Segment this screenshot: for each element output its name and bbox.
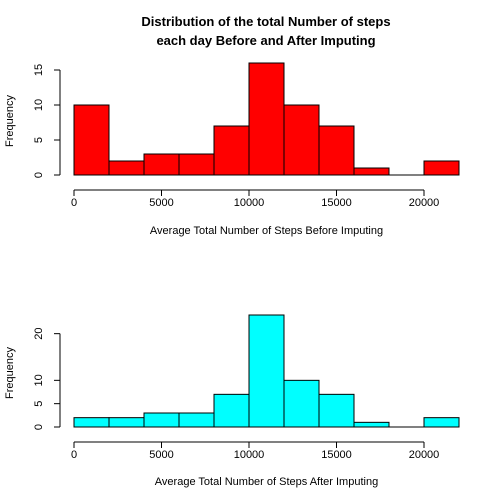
histogram-bar — [249, 315, 284, 427]
histogram-bar — [284, 105, 319, 175]
histogram-bar — [424, 161, 459, 175]
histogram-bar — [109, 161, 144, 175]
histogram-bar — [354, 168, 389, 175]
histogram-before-imputing: 0 5000 10000 15000 20000 0 5 10 15 Average Total … — [4, 63, 459, 237]
histogram-bar — [214, 394, 249, 427]
x-tick-label: 10000 — [234, 449, 265, 461]
x-axis-label: Average Total Number of Steps Before Imp… — [150, 225, 383, 237]
y-tick-label: 10 — [33, 99, 45, 111]
y-tick-label: 5 — [33, 401, 45, 407]
x-tick-label: 20000 — [409, 197, 440, 209]
x-tick-label: 15000 — [321, 197, 352, 209]
y-axis-label: Frequency — [4, 95, 16, 147]
histogram-bar — [354, 422, 389, 427]
x-tick-label: 15000 — [321, 449, 352, 461]
histogram-bar — [319, 126, 354, 175]
chart-title-line-2: each day Before and After Imputing — [156, 33, 375, 48]
histogram-bar — [74, 418, 109, 427]
x-tick-label: 5000 — [149, 197, 173, 209]
histogram-bar — [424, 418, 459, 427]
histogram-bar — [319, 394, 354, 427]
x-tick-label: 5000 — [149, 449, 173, 461]
histogram-after-imputing: 0 5000 10000 15000 20000 0 5 10 20 Average Total … — [4, 315, 459, 488]
y-axis-label: Frequency — [4, 347, 16, 399]
histogram-bar — [179, 413, 214, 427]
y-tick-label: 20 — [33, 328, 45, 340]
y-tick-label: 5 — [33, 137, 45, 143]
histogram-bar — [74, 105, 109, 175]
histogram-bar — [284, 380, 319, 427]
y-tick-label: 15 — [33, 64, 45, 76]
histogram-bar — [144, 413, 179, 427]
x-tick-label: 20000 — [409, 449, 440, 461]
x-axis-label: Average Total Number of Steps After Impu… — [155, 476, 378, 488]
y-tick-label: 10 — [33, 374, 45, 386]
histogram-bar — [249, 63, 284, 175]
histogram-bar — [109, 418, 144, 427]
chart-title-line-1: Distribution of the total Number of step… — [141, 14, 390, 29]
x-tick-label: 10000 — [234, 197, 265, 209]
histogram-bar — [214, 126, 249, 175]
x-tick-label: 0 — [71, 197, 77, 209]
histogram-bar — [144, 154, 179, 175]
y-tick-label: 0 — [33, 172, 45, 178]
y-tick-label: 0 — [33, 424, 45, 430]
histogram-bar — [179, 154, 214, 175]
x-tick-label: 0 — [71, 449, 77, 461]
